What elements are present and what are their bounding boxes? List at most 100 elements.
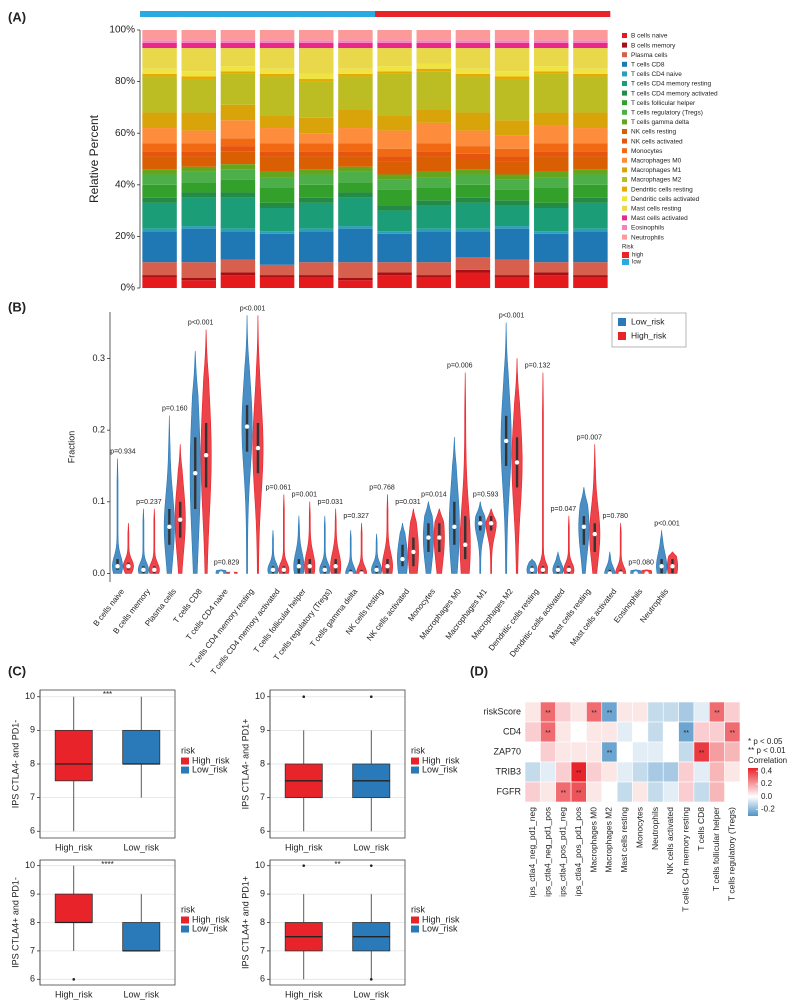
violin — [267, 530, 279, 574]
star-label: ** — [684, 730, 690, 737]
bar-segment — [142, 184, 177, 198]
violin — [382, 494, 393, 574]
bar-segment — [377, 205, 412, 211]
bar-segment — [416, 177, 451, 188]
bar-segment — [416, 143, 451, 152]
bar-segment — [142, 48, 177, 69]
bar-segment — [494, 259, 530, 276]
bar-segment — [181, 262, 216, 278]
column-label: Macrophages M0 — [588, 807, 598, 873]
bar-segment — [299, 174, 334, 185]
outlier — [369, 695, 373, 699]
median-dot — [644, 571, 649, 576]
outlier — [72, 978, 76, 981]
bar-segment — [299, 275, 334, 278]
box — [122, 922, 161, 952]
bar-segment — [416, 231, 451, 263]
y-axis-label: IPS CTLA4- and PD1- — [10, 720, 20, 809]
bar-segment — [573, 202, 608, 229]
bar-segment — [494, 156, 530, 162]
bar-segment — [338, 109, 373, 129]
group-strip — [140, 11, 180, 17]
bar-segment — [377, 189, 412, 206]
bar-segment — [494, 228, 530, 260]
legend-swatch — [181, 757, 189, 765]
p-value: p=0.237 — [136, 499, 162, 506]
bar-segment — [220, 259, 256, 273]
bar-segment — [220, 66, 256, 72]
y-tick-label: 10 — [25, 860, 35, 870]
bar-segment — [573, 30, 608, 41]
legend-swatch — [622, 71, 627, 77]
bar-segment — [220, 104, 256, 121]
median-dot — [126, 564, 131, 569]
bar-segment — [338, 166, 373, 172]
column-label: ips_ctla4_pos_pd1_neg — [558, 807, 568, 897]
violin-box — [401, 544, 404, 567]
median-dot — [633, 571, 638, 576]
bar-segment — [534, 208, 569, 232]
y-axis-label: Fraction — [66, 431, 76, 464]
median-dot — [281, 567, 287, 573]
median-dot — [566, 567, 572, 573]
heatmap-cell — [616, 721, 633, 743]
bar-segment — [181, 42, 216, 49]
bar-segment — [377, 115, 412, 131]
bar-segment — [220, 73, 256, 105]
bar-segment — [416, 187, 451, 201]
bar-segment — [259, 177, 295, 188]
heatmap-cell — [555, 701, 572, 723]
heatmap-cell — [678, 741, 695, 763]
bar-segment — [416, 262, 451, 276]
legend-swatch — [622, 205, 627, 211]
bar-segment — [142, 143, 177, 152]
median-dot — [463, 542, 468, 547]
bar-segment — [377, 40, 412, 43]
box — [54, 729, 93, 782]
bar-segment — [299, 202, 334, 229]
violin — [563, 515, 575, 574]
bar-segment — [259, 231, 295, 234]
bar-segment — [377, 42, 412, 49]
bar-segment — [377, 233, 412, 263]
median-dot — [193, 470, 198, 476]
violin-box — [464, 516, 467, 560]
y-tick-label: 80% — [115, 76, 135, 87]
legend-swatch — [622, 90, 627, 96]
bar-segment — [259, 187, 295, 203]
bar-segment — [181, 197, 216, 227]
column-label: T cells follicular helper — [711, 807, 721, 891]
heatmap-cell — [616, 741, 633, 763]
bar-segment — [142, 42, 177, 49]
group-strip — [335, 11, 376, 17]
p-value: p=0.768 — [369, 484, 395, 491]
bar-segment — [338, 156, 373, 167]
median-dot — [540, 567, 546, 573]
legend-swatch — [618, 332, 626, 340]
heatmap-cell — [647, 721, 664, 743]
median-dot — [296, 564, 302, 569]
heatmap-cell — [708, 741, 725, 763]
p-value: p<0.001 — [240, 305, 266, 312]
median-dot — [270, 567, 276, 573]
bar-segment — [142, 128, 177, 144]
heatmap-cell — [708, 721, 725, 743]
bar-segment — [416, 63, 451, 69]
legend-label: T cells follicular helper — [631, 100, 696, 107]
heatmap-cell — [524, 761, 541, 783]
heatmap-cell — [601, 761, 618, 783]
bar-segment — [220, 151, 256, 165]
heatmap-cell — [616, 701, 633, 723]
panel-label: (A) — [8, 9, 26, 24]
y-tick-label: 9 — [260, 888, 265, 898]
bar-segment — [494, 179, 530, 190]
y-tick-label: 7 — [30, 792, 35, 802]
median-dot — [400, 556, 405, 562]
legend-swatch — [622, 129, 627, 134]
bar-segment — [573, 143, 608, 152]
p-value: p=0.031 — [317, 499, 343, 506]
bar-segment — [416, 42, 451, 49]
bar-segment — [416, 40, 451, 43]
legend-label: High_risk — [422, 755, 460, 765]
